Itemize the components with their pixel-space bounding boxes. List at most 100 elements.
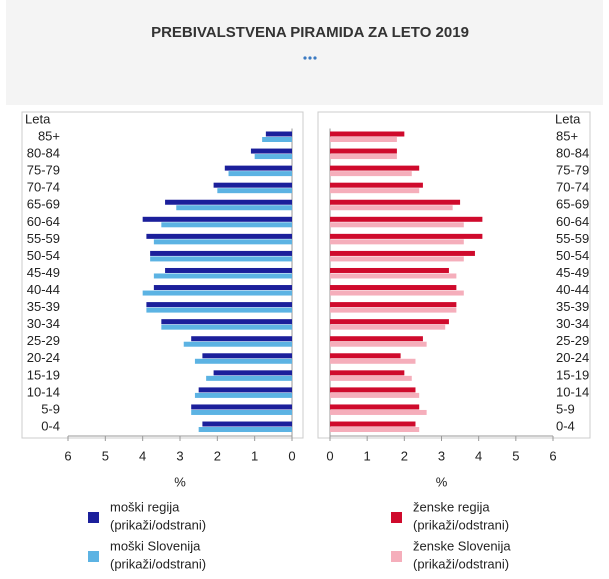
y-tick-label: 75-79	[556, 163, 589, 178]
x-axis-label: %	[174, 474, 186, 489]
bar	[330, 233, 483, 239]
chart-title: PREBIVALSTVENA PIRAMIDA ZA LETO 2019	[151, 24, 469, 41]
bar	[150, 250, 292, 256]
dot	[303, 56, 307, 60]
x-tick-label: 6	[64, 448, 71, 463]
legend-swatch[interactable]	[391, 551, 402, 562]
bar	[330, 307, 457, 313]
bar	[217, 188, 292, 194]
bar	[254, 154, 292, 160]
legend-label[interactable]: ženske Slovenija	[413, 538, 511, 553]
y-tick-label: 70-74	[556, 180, 589, 195]
bar	[265, 131, 292, 137]
header-bg	[6, 0, 603, 105]
bar	[330, 392, 420, 398]
bar	[330, 336, 423, 342]
x-tick-label: 1	[364, 448, 371, 463]
bar	[330, 171, 412, 177]
bar	[194, 358, 292, 364]
bar	[161, 319, 292, 325]
bar	[250, 148, 292, 154]
bar	[161, 324, 292, 330]
bar	[330, 375, 412, 381]
y-tick-label: 0-4	[556, 418, 575, 433]
y-tick-label: 65-69	[556, 197, 589, 212]
y-tick-label: 85+	[556, 128, 578, 143]
bar	[191, 336, 292, 342]
bar	[202, 421, 292, 427]
y-tick-label: 45-49	[27, 265, 60, 280]
y-tick-label: 80-84	[27, 146, 60, 161]
bar	[330, 148, 397, 154]
y-tick-label: 65-69	[27, 197, 60, 212]
menu-dots[interactable]	[303, 56, 317, 60]
y-tick-label: 15-19	[556, 367, 589, 382]
legend-swatch[interactable]	[391, 512, 402, 523]
bar	[330, 131, 405, 137]
legend-label[interactable]: moški regija	[110, 499, 180, 514]
y-tick-label: 70-74	[27, 180, 60, 195]
bar	[330, 324, 446, 330]
legend-swatch[interactable]	[88, 551, 99, 562]
y-tick-label: 40-44	[556, 282, 589, 297]
bar	[330, 137, 397, 142]
bar	[228, 171, 292, 177]
x-tick-label: 0	[326, 448, 333, 463]
legend-action[interactable]: (prikaži/odstrani)	[110, 556, 206, 571]
y-tick-label: 40-44	[27, 282, 60, 297]
legend-action[interactable]: (prikaži/odstrani)	[413, 517, 509, 532]
y-tick-label: 30-34	[27, 316, 60, 331]
bar	[330, 358, 416, 364]
y-tick-label: 25-29	[556, 333, 589, 348]
y-tick-label: 15-19	[27, 367, 60, 382]
category-header: Leta	[25, 111, 51, 126]
x-tick-label: 2	[214, 448, 221, 463]
y-tick-label: 0-4	[41, 418, 60, 433]
bar	[262, 137, 292, 142]
bar	[330, 290, 464, 296]
bar	[330, 302, 457, 308]
legend-label[interactable]: ženske regija	[413, 499, 490, 514]
y-tick-label: 20-24	[556, 350, 589, 365]
bar	[330, 285, 457, 291]
legend-swatch[interactable]	[88, 512, 99, 523]
bar	[202, 353, 292, 359]
y-tick-label: 5-9	[556, 401, 575, 416]
bar	[330, 165, 420, 171]
bar	[150, 256, 292, 262]
x-tick-label: 4	[139, 448, 146, 463]
bar	[146, 302, 292, 308]
y-tick-label: 50-54	[556, 248, 589, 263]
x-tick-label: 6	[549, 448, 556, 463]
x-tick-label: 2	[401, 448, 408, 463]
left-panel	[21, 111, 304, 439]
bar	[153, 273, 292, 279]
bar	[330, 273, 457, 279]
bar	[330, 199, 461, 205]
y-tick-label: 30-34	[556, 316, 589, 331]
y-tick-label: 85+	[38, 128, 60, 143]
x-tick-label: 3	[176, 448, 183, 463]
bar	[330, 341, 427, 347]
x-tick-label: 0	[288, 448, 295, 463]
y-tick-label: 35-39	[27, 299, 60, 314]
x-tick-label: 5	[102, 448, 109, 463]
y-tick-label: 10-14	[27, 384, 60, 399]
bar	[142, 216, 292, 222]
legend-action[interactable]: (prikaži/odstrani)	[413, 556, 509, 571]
bar	[330, 421, 416, 427]
bar	[330, 222, 464, 228]
bar	[224, 165, 292, 171]
y-tick-label: 5-9	[41, 401, 60, 416]
x-tick-label: 1	[251, 448, 258, 463]
bar	[330, 353, 401, 359]
right-panel	[317, 111, 591, 439]
bar	[153, 239, 292, 245]
legend-action[interactable]: (prikaži/odstrani)	[110, 517, 206, 532]
legend-label[interactable]: moški Slovenija	[110, 538, 201, 553]
bar	[330, 250, 475, 256]
bar	[330, 370, 405, 376]
bar	[330, 154, 397, 160]
